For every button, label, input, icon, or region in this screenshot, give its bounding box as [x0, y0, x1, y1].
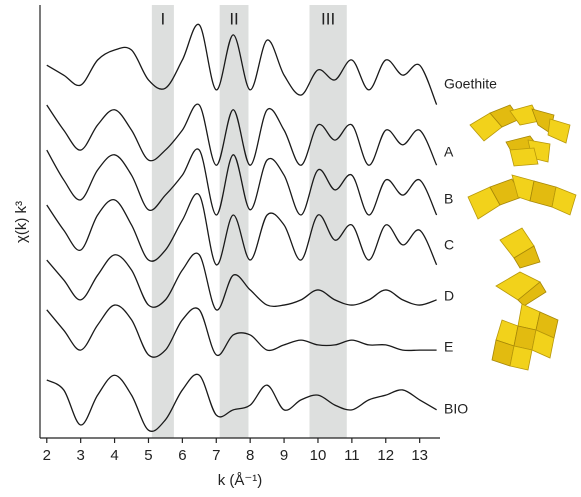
x-tick-label: 4 [110, 447, 118, 464]
shaded-region [152, 5, 174, 438]
x-tick-label: 7 [212, 447, 220, 464]
y-axis-label: χ(k) k³ [13, 201, 30, 243]
x-tick-label: 9 [280, 447, 288, 464]
x-tick-label: 13 [411, 447, 428, 464]
series-label: D [444, 288, 454, 304]
x-tick-label: 5 [144, 447, 152, 464]
series-label: Goethite [444, 76, 497, 92]
x-tick-label: 8 [246, 447, 254, 464]
shaded-region [220, 5, 249, 438]
region-label: III [321, 9, 335, 28]
x-axis-label: k (Å⁻¹) [218, 472, 263, 489]
region-label: II [229, 9, 238, 28]
region-label: I [161, 9, 166, 28]
x-tick-label: 12 [377, 447, 394, 464]
chart: IIIIII 2345678910111213GoethiteABCDEBIO … [0, 0, 581, 492]
plot-area: 2 3 4 5 6 7 8 9 10 11 12 13 Goethite A B C D E BIO [40, 5, 497, 464]
structure-icons [468, 105, 576, 370]
series-label: E [444, 339, 453, 355]
x-tick-label: 10 [310, 447, 327, 464]
x-tick-label: 11 [344, 447, 360, 464]
x-tick-label: 3 [77, 447, 85, 464]
series-label: BIO [444, 401, 468, 417]
x-tick-label: 6 [178, 447, 186, 464]
series-label: B [444, 191, 453, 207]
x-tick-label: 2 [43, 447, 51, 464]
series-label: C [444, 237, 454, 253]
series-label: A [444, 144, 454, 160]
